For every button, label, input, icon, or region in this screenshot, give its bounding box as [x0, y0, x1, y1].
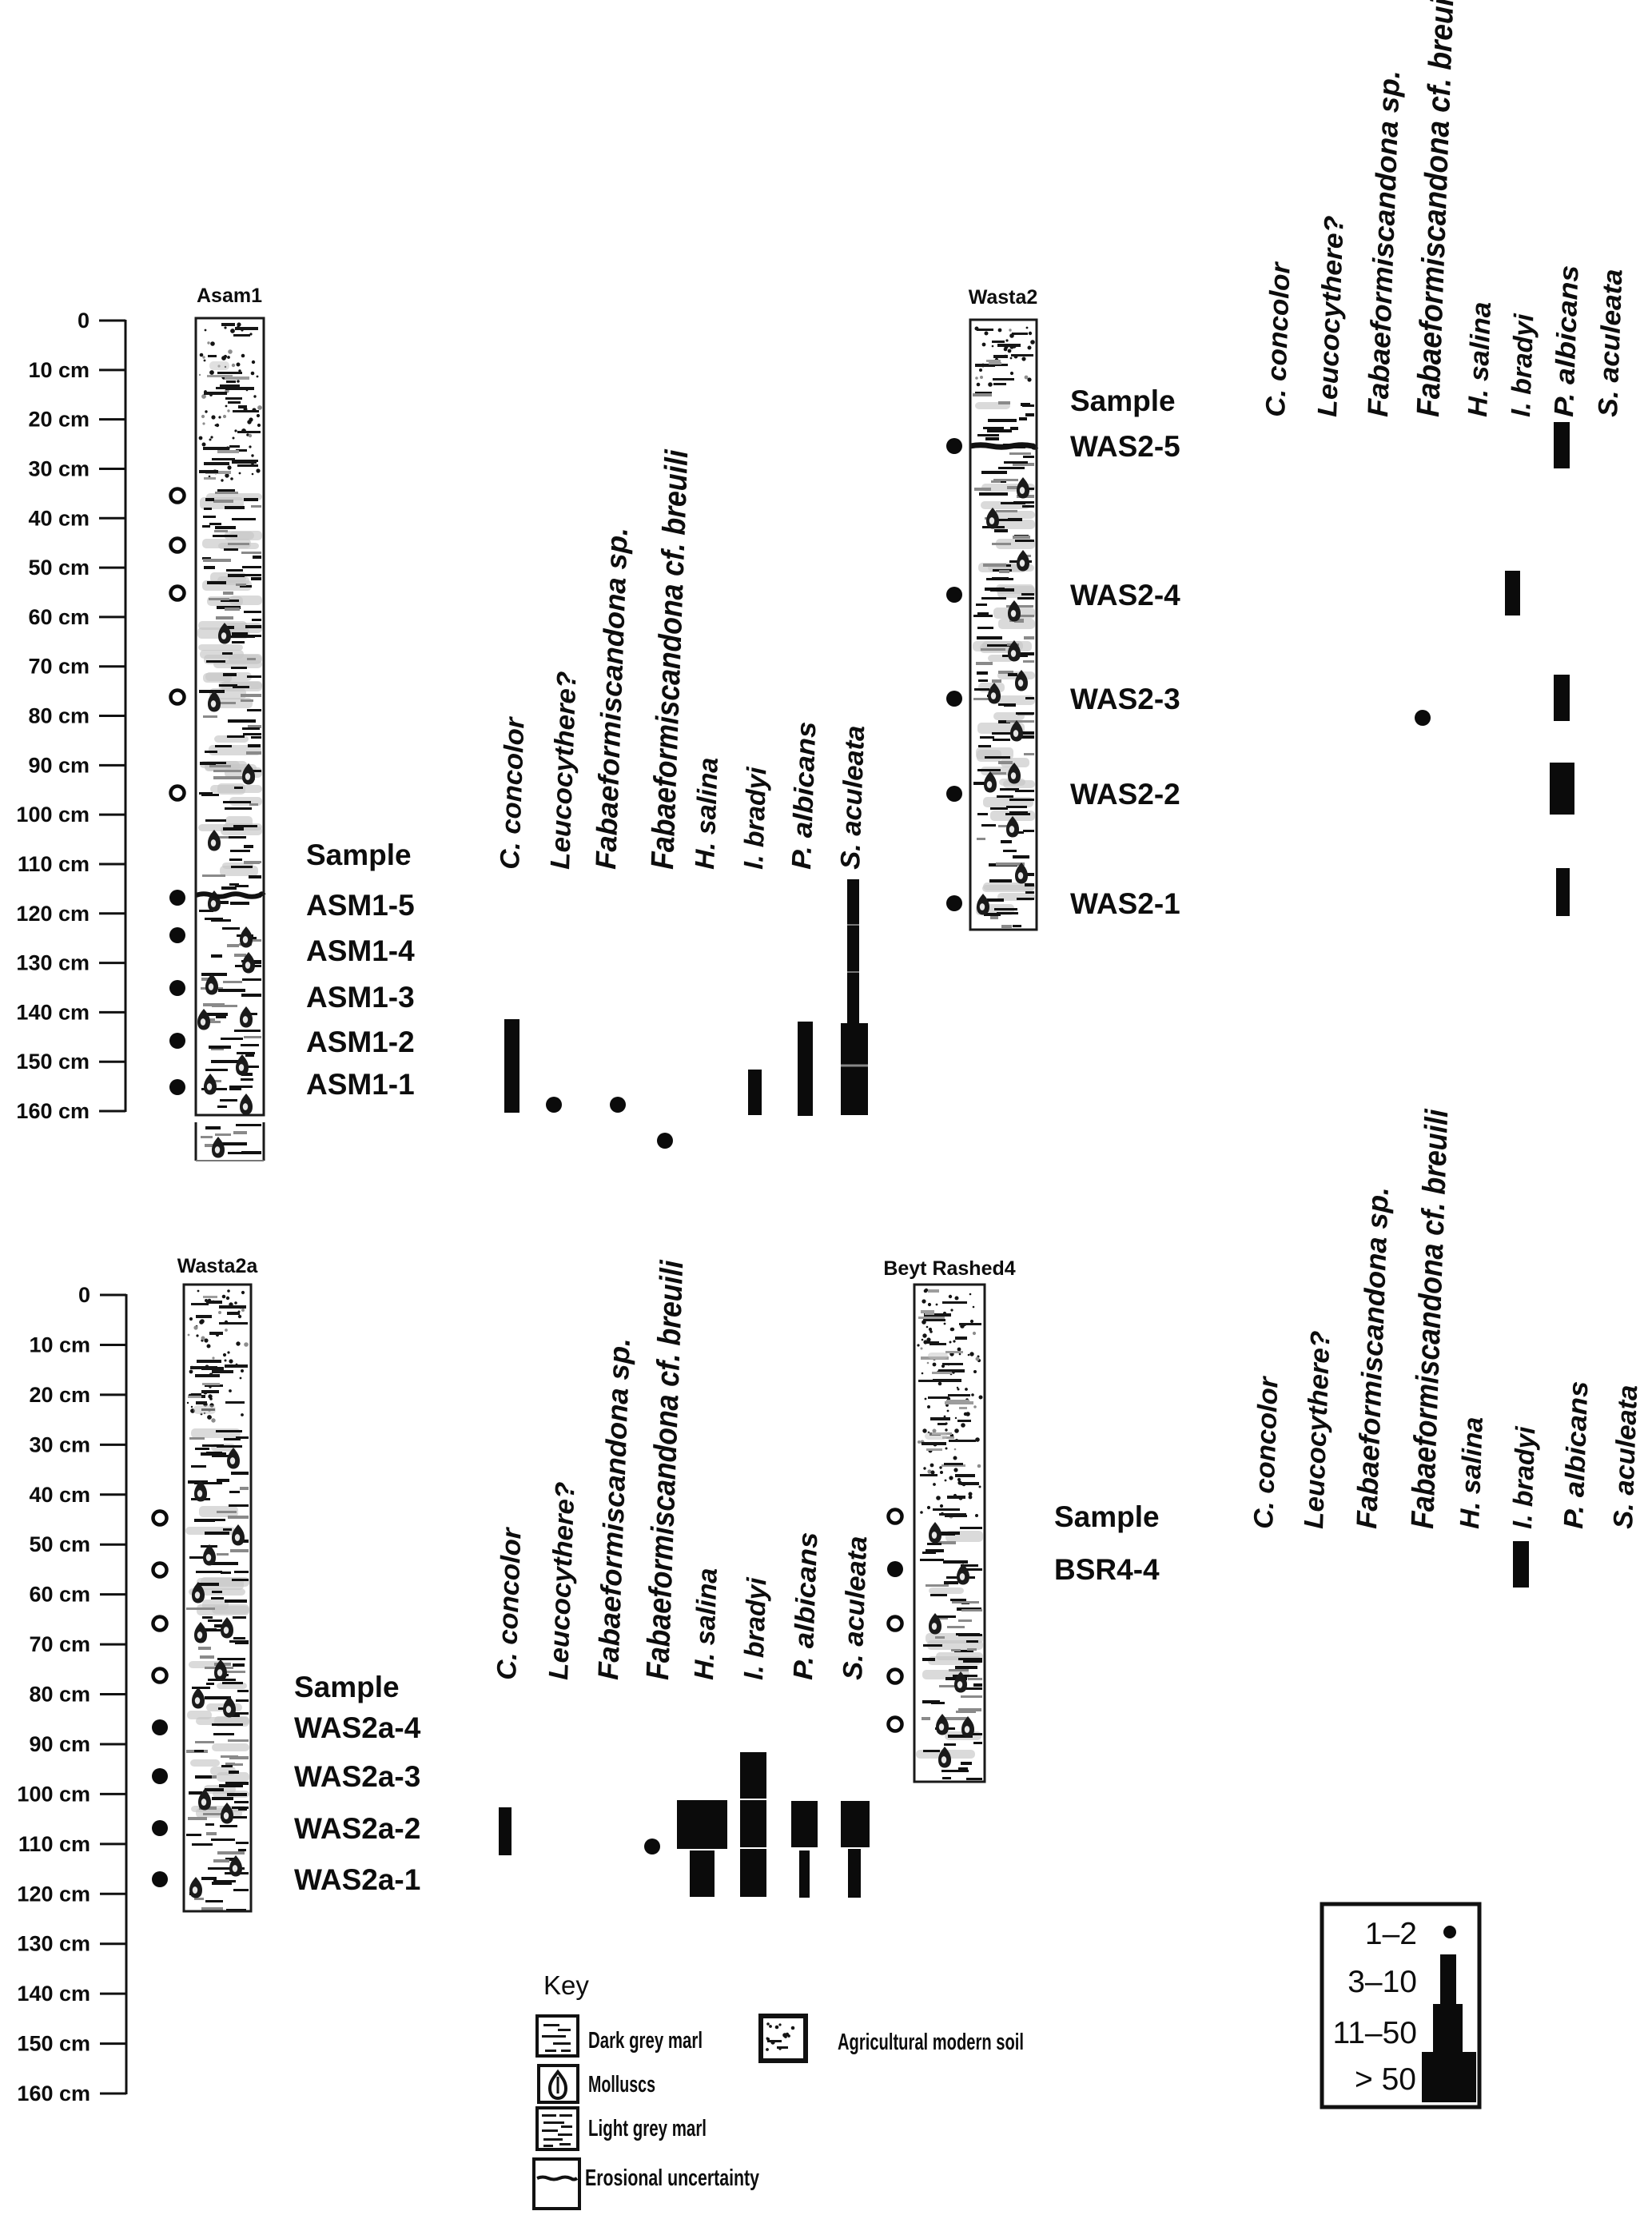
svg-text:Key: Key [543, 1970, 589, 2000]
svg-text:S. aculeata: S. aculeata [1593, 269, 1628, 417]
svg-text:WAS2-5: WAS2-5 [1070, 430, 1180, 463]
svg-text:C. concolor: C. concolor [1248, 1375, 1284, 1529]
svg-text:Sample: Sample [306, 839, 412, 871]
svg-text:Molluscs: Molluscs [588, 2072, 655, 2097]
svg-text:50 cm: 50 cm [29, 1532, 90, 1556]
svg-text:WAS2-3: WAS2-3 [1070, 683, 1180, 715]
svg-text:C. concolor: C. concolor [492, 1526, 527, 1680]
svg-text:60 cm: 60 cm [29, 1583, 90, 1607]
svg-text:I. bradyi: I. bradyi [738, 1576, 772, 1681]
svg-text:P. albicans: P. albicans [788, 1532, 823, 1680]
svg-text:Agricultural modern soil: Agricultural modern soil [838, 2030, 1024, 2055]
svg-text:WAS2a-2: WAS2a-2 [294, 1812, 420, 1845]
svg-text:150 cm: 150 cm [16, 1050, 90, 1074]
svg-text:WAS2-1: WAS2-1 [1070, 887, 1180, 920]
svg-text:Erosional uncertainty: Erosional uncertainty [585, 2165, 759, 2191]
svg-text:P. albicans: P. albicans [786, 721, 822, 870]
svg-text:WAS2-2: WAS2-2 [1070, 778, 1180, 811]
svg-text:160 cm: 160 cm [16, 1099, 90, 1123]
svg-text:Leucocythere?: Leucocythere? [543, 1481, 581, 1680]
svg-text:80 cm: 80 cm [28, 704, 90, 728]
svg-text:70 cm: 70 cm [29, 1632, 90, 1656]
svg-text:1–2: 1–2 [1365, 1917, 1417, 1951]
svg-text:P. albicans: P. albicans [1549, 265, 1585, 417]
svg-text:0: 0 [78, 1283, 90, 1307]
svg-text:3–10: 3–10 [1347, 1965, 1417, 1999]
svg-text:S. aculeata: S. aculeata [838, 1536, 873, 1680]
svg-text:130 cm: 130 cm [17, 1932, 90, 1956]
svg-text:10 cm: 10 cm [28, 358, 90, 382]
svg-text:Wasta2: Wasta2 [969, 286, 1038, 309]
svg-text:0: 0 [78, 309, 90, 333]
svg-text:100 cm: 100 cm [17, 1782, 90, 1806]
svg-text:ASM1-1: ASM1-1 [306, 1068, 415, 1101]
svg-text:Leucocythere?: Leucocythere? [1299, 1330, 1336, 1529]
svg-text:H. salina: H. salina [1455, 1416, 1489, 1529]
svg-text:ASM1-5: ASM1-5 [306, 889, 415, 922]
svg-text:30 cm: 30 cm [29, 1432, 90, 1456]
svg-text:140 cm: 140 cm [16, 1000, 90, 1024]
svg-text:P. albicans: P. albicans [1558, 1380, 1594, 1529]
svg-text:H. salina: H. salina [1463, 301, 1497, 417]
svg-text:160 cm: 160 cm [17, 2082, 90, 2105]
svg-text:30 cm: 30 cm [28, 456, 90, 480]
svg-text:40 cm: 40 cm [29, 1483, 90, 1507]
svg-text:Asam1: Asam1 [197, 285, 262, 307]
svg-text:C. concolor: C. concolor [1260, 261, 1296, 417]
svg-text:10 cm: 10 cm [29, 1333, 90, 1356]
svg-text:Dark grey marl: Dark grey marl [588, 2028, 703, 2054]
svg-text:120 cm: 120 cm [16, 902, 90, 926]
svg-text:60 cm: 60 cm [28, 605, 90, 629]
svg-text:100 cm: 100 cm [16, 803, 90, 827]
svg-text:130 cm: 130 cm [16, 951, 90, 975]
svg-text:50 cm: 50 cm [28, 556, 90, 580]
svg-text:I. bradyi: I. bradyi [1506, 312, 1540, 417]
svg-text:I. bradyi: I. bradyi [738, 766, 772, 870]
svg-text:120 cm: 120 cm [17, 1882, 90, 1906]
svg-text:ASM1-3: ASM1-3 [306, 981, 415, 1014]
svg-text:Beyt Rashed4: Beyt Rashed4 [883, 1257, 1015, 1280]
svg-text:Sample: Sample [294, 1671, 400, 1703]
svg-text:S. aculeata: S. aculeata [1608, 1384, 1643, 1529]
svg-text:150 cm: 150 cm [17, 2032, 90, 2056]
svg-text:110 cm: 110 cm [18, 1832, 90, 1856]
svg-text:Sample: Sample [1054, 1500, 1160, 1533]
svg-text:ASM1-4: ASM1-4 [306, 934, 415, 967]
svg-text:110 cm: 110 cm [18, 852, 90, 876]
svg-text:140 cm: 140 cm [17, 1982, 90, 2006]
svg-text:WAS2a-4: WAS2a-4 [294, 1711, 421, 1744]
svg-text:20 cm: 20 cm [28, 408, 90, 432]
svg-text:H. salina: H. salina [689, 1568, 723, 1680]
svg-text:Sample: Sample [1070, 384, 1176, 417]
svg-text:H. salina: H. salina [690, 757, 724, 870]
svg-text:20 cm: 20 cm [29, 1383, 90, 1407]
svg-text:I. bradyi: I. bradyi [1507, 1425, 1541, 1530]
svg-text:Leucocythere?: Leucocythere? [545, 671, 583, 870]
svg-text:C. concolor: C. concolor [495, 715, 531, 870]
svg-text:WAS2a-3: WAS2a-3 [294, 1760, 420, 1793]
svg-text:WAS2a-1: WAS2a-1 [294, 1863, 420, 1896]
svg-text:WAS2-4: WAS2-4 [1070, 579, 1180, 612]
svg-text:S. aculeata: S. aculeata [835, 725, 870, 870]
svg-text:BSR4-4: BSR4-4 [1054, 1553, 1160, 1586]
svg-text:Leucocythere?: Leucocythere? [1312, 215, 1350, 417]
svg-text:Light grey marl: Light grey marl [588, 2116, 707, 2141]
svg-text:90 cm: 90 cm [28, 753, 90, 777]
svg-text:ASM1-2: ASM1-2 [306, 1026, 415, 1058]
svg-text:11–50: 11–50 [1332, 2016, 1417, 2050]
svg-text:Wasta2a: Wasta2a [177, 1255, 259, 1277]
svg-text:70 cm: 70 cm [28, 655, 90, 679]
svg-text:90 cm: 90 cm [29, 1732, 90, 1756]
svg-text:40 cm: 40 cm [28, 506, 90, 530]
svg-text:80 cm: 80 cm [29, 1683, 90, 1707]
svg-text:> 50: > 50 [1355, 2062, 1416, 2097]
